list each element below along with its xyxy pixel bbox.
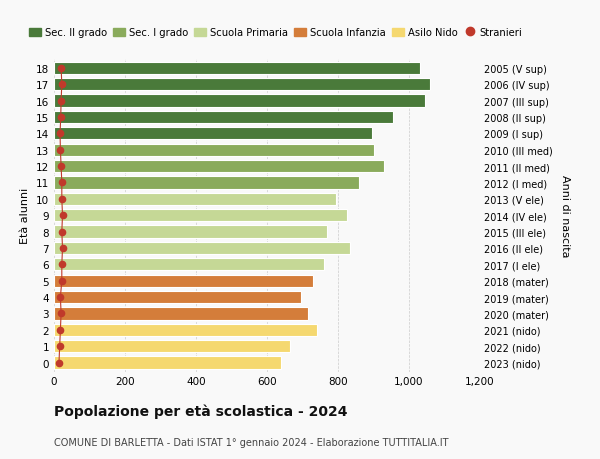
Text: Popolazione per età scolastica - 2024: Popolazione per età scolastica - 2024	[54, 404, 347, 419]
Bar	[54, 62, 419, 75]
Bar	[54, 161, 384, 173]
Bar	[54, 210, 347, 222]
Y-axis label: Età alunni: Età alunni	[20, 188, 31, 244]
Bar	[54, 357, 281, 369]
Bar	[54, 95, 425, 107]
Bar	[54, 291, 301, 303]
Bar	[54, 324, 317, 336]
Bar	[54, 112, 393, 124]
Bar	[54, 193, 336, 206]
Bar	[54, 79, 430, 91]
Bar	[54, 275, 313, 287]
Legend: Sec. II grado, Sec. I grado, Scuola Primaria, Scuola Infanzia, Asilo Nido, Stran: Sec. II grado, Sec. I grado, Scuola Prim…	[25, 24, 527, 42]
Bar	[54, 128, 372, 140]
Bar	[54, 340, 290, 353]
Bar	[54, 177, 359, 189]
Bar	[54, 144, 374, 157]
Bar	[54, 308, 308, 320]
Bar	[54, 226, 328, 238]
Y-axis label: Anni di nascita: Anni di nascita	[560, 174, 569, 257]
Bar	[54, 258, 324, 271]
Bar	[54, 242, 350, 255]
Text: COMUNE DI BARLETTA - Dati ISTAT 1° gennaio 2024 - Elaborazione TUTTITALIA.IT: COMUNE DI BARLETTA - Dati ISTAT 1° genna…	[54, 437, 449, 447]
